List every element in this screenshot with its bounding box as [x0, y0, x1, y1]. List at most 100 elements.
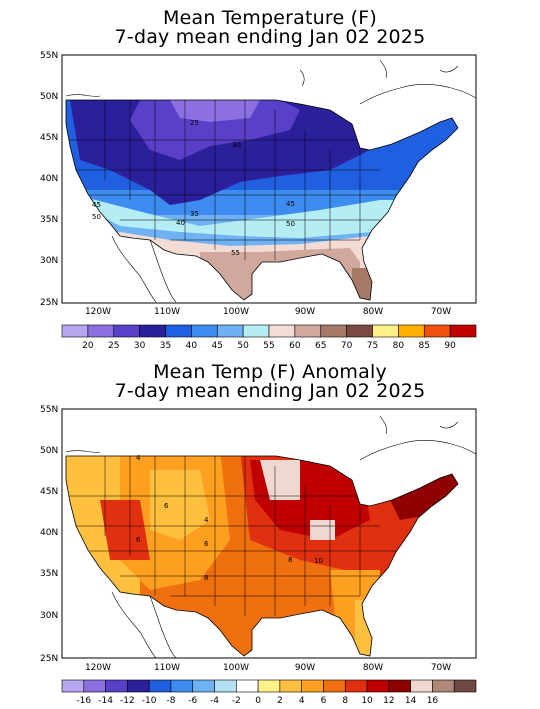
svg-text:8: 8	[204, 574, 208, 582]
panel2-legend-label: 6	[321, 696, 327, 706]
svg-text:45: 45	[286, 200, 295, 208]
svg-text:4: 4	[136, 454, 141, 462]
svg-text:40: 40	[176, 219, 185, 227]
panel1-legend-swatch	[242, 324, 270, 338]
panel2-legend-label: 16	[427, 696, 439, 706]
panel2-legend-label: 8	[342, 696, 348, 706]
panel2-legend-swatch	[236, 679, 259, 693]
panel2-lon-labels: 120W 110W 100W 90W 80W 70W	[85, 663, 451, 673]
svg-text:30N: 30N	[40, 611, 58, 621]
panel2-legend-swatch	[366, 679, 390, 693]
panel1-state-lines	[66, 100, 400, 260]
panel1-legend-label: 25	[108, 341, 119, 351]
panel1-title-line2: 7-day mean ending Jan 02 2025	[114, 26, 426, 48]
panel1-coastlines	[65, 59, 477, 303]
panel2-legend-label: -16	[76, 696, 91, 706]
svg-text:70W: 70W	[431, 663, 451, 673]
panel2-legend-swatch	[453, 679, 477, 693]
panel1-legend-label: 80	[393, 341, 405, 351]
panel1-legend-label: 70	[341, 341, 353, 351]
svg-text:110W: 110W	[154, 663, 180, 673]
svg-text:45N: 45N	[40, 133, 58, 143]
panel2-legend-label: -6	[188, 696, 197, 706]
panel2-legend-swatch	[344, 679, 368, 693]
svg-text:35: 35	[190, 210, 199, 218]
panel2-legend-label: -10	[142, 696, 157, 706]
panel1-us-outline	[65, 99, 459, 301]
svg-text:120W: 120W	[85, 663, 111, 673]
panel2-legend-swatch	[148, 679, 172, 693]
svg-text:30: 30	[232, 141, 241, 149]
svg-text:70W: 70W	[431, 307, 451, 317]
panel2-legend-label: 4	[299, 696, 305, 706]
panel2-legend-swatch	[388, 679, 411, 693]
svg-text:4: 4	[204, 516, 209, 524]
svg-text:100W: 100W	[223, 307, 249, 317]
panel1-legend-swatch	[191, 324, 218, 338]
panel1-legend-swatches	[61, 324, 477, 338]
panel2-legend-swatch	[257, 679, 281, 693]
panel1-contour-labels: 25 30 45 50 35 40 45 50 55	[92, 119, 295, 257]
svg-text:40N: 40N	[40, 174, 58, 184]
panel2-legend-swatch	[410, 679, 433, 693]
svg-text:10: 10	[314, 557, 323, 565]
svg-text:35N: 35N	[40, 215, 58, 225]
panel2-legend-swatches	[61, 679, 477, 693]
panel1-legend-label: 35	[160, 341, 171, 351]
svg-text:25: 25	[190, 119, 199, 127]
panel1-legend-label: 90	[444, 341, 456, 351]
svg-text:90W: 90W	[295, 663, 315, 673]
svg-text:50: 50	[286, 220, 295, 228]
panel1-legend-label: 75	[367, 341, 378, 351]
panel2-legend-swatch	[105, 679, 128, 693]
svg-text:100W: 100W	[223, 663, 249, 673]
panel2-legend-label: 12	[383, 696, 394, 706]
panel1-legend-swatch	[61, 324, 89, 338]
panel2-map: 55N 50N 45N 40N 35N 30N 25N 120W 110W 10…	[40, 405, 477, 673]
panel2-legend-swatch	[323, 679, 346, 693]
panel2-us-outline	[65, 455, 459, 657]
panel2-legend-label: 14	[405, 696, 417, 706]
panel1-legend-swatch	[320, 324, 347, 338]
svg-text:45N: 45N	[40, 487, 58, 497]
panel2-legend-label: 10	[361, 696, 373, 706]
panel2-legend-label: -4	[210, 696, 219, 706]
panel1-legend-swatch	[398, 324, 425, 338]
panel1-legend-swatch	[346, 324, 373, 338]
panel1-map: 55N 50N 45N 40N 35N 30N 25N 120W 110W 10…	[40, 51, 477, 317]
panel2-title-line2: 7-day mean ending Jan 02 2025	[114, 380, 426, 402]
panel1-legend-labels: 20 25 30 35 40 45 50 55 60 65 70 75 80 85 90	[82, 341, 456, 351]
svg-text:40N: 40N	[40, 528, 58, 538]
panel1-legend-label: 30	[134, 341, 146, 351]
panel2-legend-label: -14	[98, 696, 113, 706]
panel2-legend-swatch	[192, 679, 215, 693]
panel1-legend-label: 50	[237, 341, 249, 351]
svg-text:50N: 50N	[40, 92, 58, 102]
panel2-legend-swatch	[279, 679, 302, 693]
svg-text:55N: 55N	[40, 51, 58, 61]
svg-text:8: 8	[288, 556, 292, 564]
svg-text:50N: 50N	[40, 446, 58, 456]
panel2-legend-swatch	[432, 679, 455, 693]
svg-text:120W: 120W	[85, 307, 111, 317]
svg-text:6: 6	[136, 536, 141, 544]
panel2-legend-label: 0	[255, 696, 261, 706]
panel2-legend-label: 2	[277, 696, 283, 706]
svg-text:50: 50	[92, 213, 101, 221]
panel1-legend-label: 85	[419, 341, 430, 351]
svg-text:55: 55	[231, 249, 240, 257]
panel1-legend-swatch	[165, 324, 192, 338]
panel1-legend-swatch	[87, 324, 115, 338]
panel1-legend-swatch	[294, 324, 322, 338]
panel1-legend-label: 60	[289, 341, 301, 351]
svg-text:45: 45	[92, 201, 101, 209]
panel1-legend-label: 20	[82, 341, 94, 351]
svg-text:90W: 90W	[295, 307, 315, 317]
panel1-legend-label: 65	[315, 341, 326, 351]
panel2-legend: -16 -14 -12 -10 -8 -6 -4 -2 0 2 4 6 8 10 12 14 16	[61, 679, 477, 706]
panel2-title-line1: Mean Temp (F) Anomaly	[153, 361, 387, 383]
panel2-lat-labels: 55N 50N 45N 40N 35N 30N 25N	[40, 405, 58, 664]
svg-text:55N: 55N	[40, 405, 58, 415]
panel2-coastlines	[65, 415, 477, 659]
panel2-legend-swatch	[61, 679, 85, 693]
